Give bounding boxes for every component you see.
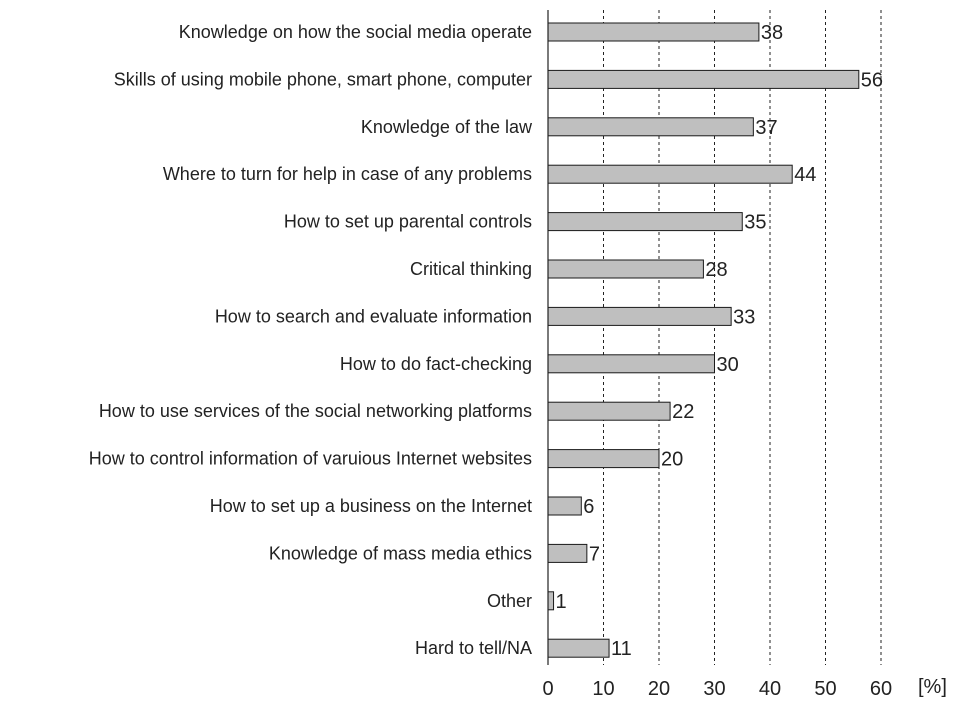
category-label-2: Knowledge of the law bbox=[361, 117, 533, 137]
bar-7 bbox=[547, 354, 715, 374]
category-label-12: Other bbox=[487, 591, 532, 611]
x-tick-label-10: 10 bbox=[592, 678, 614, 700]
bar-13 bbox=[547, 638, 610, 658]
value-label-12: 1 bbox=[556, 591, 567, 613]
category-label-1: Skills of using mobile phone, smart phon… bbox=[114, 69, 532, 89]
gridlines bbox=[603, 10, 882, 665]
bar-1 bbox=[547, 69, 860, 89]
value-label-1: 56 bbox=[861, 69, 883, 91]
x-tick-label-30: 30 bbox=[703, 678, 725, 700]
value-label-6: 33 bbox=[733, 306, 755, 328]
category-label-5: Critical thinking bbox=[410, 259, 532, 279]
x-tick-labels: 0 10 20 30 40 50 60 bbox=[542, 678, 892, 700]
category-label-9: How to control information of varuious I… bbox=[89, 449, 532, 469]
category-label-6: How to search and evaluate information bbox=[215, 306, 532, 326]
value-label-9: 20 bbox=[661, 449, 683, 471]
bar-11 bbox=[547, 543, 588, 563]
category-label-4: How to set up parental controls bbox=[284, 212, 532, 232]
category-label-10: How to set up a business on the Internet bbox=[210, 496, 532, 516]
bar-10 bbox=[547, 496, 582, 516]
x-tick-label-60: 60 bbox=[870, 678, 892, 700]
category-label-0: Knowledge on how the social media operat… bbox=[179, 22, 532, 42]
value-label-11: 7 bbox=[589, 543, 600, 565]
category-label-13: Hard to tell/NA bbox=[415, 638, 532, 658]
x-tick-label-20: 20 bbox=[648, 678, 670, 700]
bar-6 bbox=[547, 306, 732, 326]
value-label-10: 6 bbox=[583, 496, 594, 518]
value-label-5: 28 bbox=[705, 259, 727, 281]
category-label-3: Where to turn for help in case of any pr… bbox=[163, 164, 532, 184]
value-label-8: 22 bbox=[672, 401, 694, 423]
bar-8 bbox=[547, 401, 671, 421]
x-tick-label-40: 40 bbox=[759, 678, 781, 700]
value-label-3: 44 bbox=[794, 164, 816, 186]
x-tick-label-50: 50 bbox=[814, 678, 836, 700]
value-label-13: 11 bbox=[611, 638, 632, 660]
category-label-11: Knowledge of mass media ethics bbox=[269, 543, 532, 563]
bar-0 bbox=[547, 22, 760, 42]
bar-12 bbox=[547, 591, 555, 611]
category-labels: Knowledge on how the social media operat… bbox=[89, 22, 533, 658]
x-tick-label-0: 0 bbox=[542, 678, 553, 700]
value-label-0: 38 bbox=[761, 22, 783, 44]
bar-2 bbox=[547, 117, 754, 137]
bar-3 bbox=[547, 164, 793, 184]
bars bbox=[547, 22, 860, 658]
value-label-4: 35 bbox=[744, 212, 766, 234]
bar-5 bbox=[547, 259, 704, 279]
category-label-7: How to do fact-checking bbox=[340, 354, 532, 374]
bar-4 bbox=[547, 212, 743, 232]
x-unit-label: [%] bbox=[918, 676, 947, 698]
category-label-8: How to use services of the social networ… bbox=[99, 401, 532, 421]
value-label-7: 30 bbox=[717, 354, 739, 376]
bar-9 bbox=[547, 449, 660, 469]
value-label-2: 37 bbox=[755, 117, 777, 139]
